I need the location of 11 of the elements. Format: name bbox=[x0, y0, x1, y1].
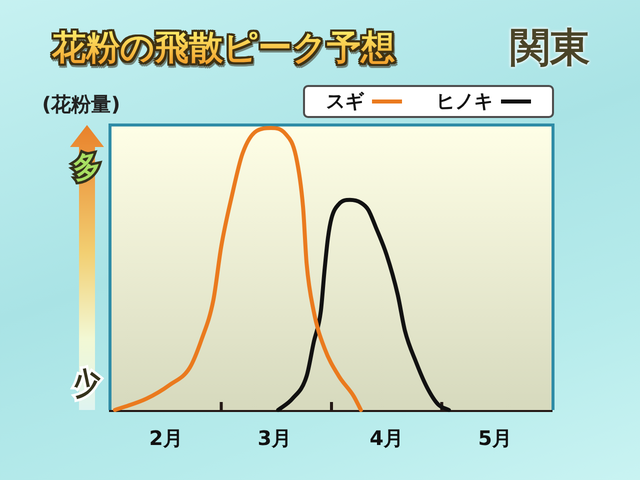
legend-label: スギ bbox=[326, 90, 365, 112]
text: 多 bbox=[70, 147, 104, 186]
text: 少 bbox=[70, 363, 104, 402]
chart-subtitle: 関東 bbox=[510, 25, 590, 71]
chart-title: 花粉の飛散ピーク予想 bbox=[52, 28, 395, 68]
x-tick-label: 5月 bbox=[478, 426, 512, 450]
x-tick-label: 4月 bbox=[370, 426, 404, 450]
x-tick-label: 3月 bbox=[258, 426, 292, 450]
x-tick-label: 2月 bbox=[149, 426, 184, 450]
y-axis-title: (花粉量) bbox=[42, 91, 120, 118]
legend-label: ヒノキ bbox=[436, 90, 493, 112]
